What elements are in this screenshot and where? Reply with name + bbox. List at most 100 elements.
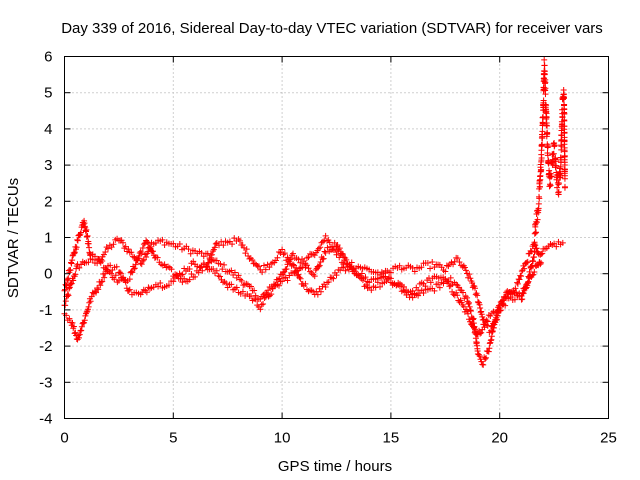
data-point <box>524 282 531 289</box>
data-point <box>363 282 370 289</box>
data-point <box>387 269 394 276</box>
data-point <box>113 263 120 270</box>
data-point <box>561 152 568 159</box>
data-point <box>531 230 538 237</box>
data-point <box>311 273 318 280</box>
data-point <box>83 226 90 233</box>
data-point <box>255 263 262 270</box>
y-tick-label: 6 <box>44 49 52 66</box>
data-point <box>533 219 540 226</box>
data-point <box>531 240 538 247</box>
data-point <box>332 247 339 254</box>
data-point <box>488 333 495 340</box>
data-point <box>539 128 546 135</box>
y-tick-label: 1 <box>44 230 52 247</box>
data-point <box>482 355 489 362</box>
data-point <box>532 229 539 236</box>
data-point <box>435 281 442 288</box>
data-point <box>453 281 460 288</box>
data-point <box>147 243 154 250</box>
data-point <box>352 268 359 275</box>
data-point <box>179 279 186 286</box>
data-point <box>116 269 123 276</box>
data-point <box>85 259 92 266</box>
data-point <box>454 255 461 262</box>
x-axis-label: GPS time / hours <box>278 458 392 475</box>
data-point <box>130 265 137 272</box>
data-point <box>527 264 534 271</box>
data-point <box>325 279 332 286</box>
data-point <box>538 155 545 162</box>
y-tick-label: -4 <box>39 411 52 428</box>
data-point <box>73 244 80 251</box>
data-point <box>68 260 75 267</box>
data-point <box>209 248 216 255</box>
data-point <box>185 246 192 253</box>
data-point <box>535 250 542 257</box>
data-point <box>561 166 568 173</box>
data-point <box>91 288 98 295</box>
data-point <box>533 229 540 236</box>
data-point <box>228 267 235 274</box>
data-point <box>186 276 193 283</box>
data-point <box>213 257 220 264</box>
x-tick-label: 15 <box>383 430 400 447</box>
data-point <box>528 248 535 255</box>
data-point <box>487 337 494 344</box>
x-tick-label: 0 <box>60 430 68 447</box>
data-point <box>542 85 549 92</box>
data-point <box>377 283 384 290</box>
data-point <box>131 265 138 272</box>
data-point <box>87 298 94 305</box>
data-point <box>342 267 349 274</box>
data-point <box>535 200 542 207</box>
data-point <box>476 353 483 360</box>
data-point <box>138 250 145 257</box>
data-point <box>551 142 558 149</box>
data-point <box>453 289 460 296</box>
data-point <box>88 293 95 300</box>
data-point <box>299 264 306 271</box>
data-point <box>289 261 296 268</box>
data-point <box>283 265 290 272</box>
data-point <box>126 286 133 293</box>
data-point <box>450 291 457 298</box>
data-point <box>161 261 168 268</box>
data-point <box>305 254 312 261</box>
data-point <box>79 320 86 327</box>
data-point <box>533 245 540 252</box>
data-point <box>199 267 206 274</box>
y-tick-label: -3 <box>39 374 52 391</box>
data-point <box>216 273 223 280</box>
data-point <box>547 182 554 189</box>
data-point <box>553 162 560 169</box>
data-point <box>374 279 381 286</box>
data-point <box>219 266 226 273</box>
data-point <box>478 311 485 318</box>
data-point <box>198 249 205 256</box>
data-point <box>418 264 425 271</box>
data-point <box>454 292 461 299</box>
data-point <box>251 287 258 294</box>
data-point <box>74 236 81 243</box>
data-point <box>549 161 556 168</box>
data-point <box>117 270 124 277</box>
data-point <box>281 250 288 257</box>
data-point <box>242 250 249 257</box>
data-point <box>307 268 314 275</box>
data-point <box>231 269 238 276</box>
data-point <box>206 256 213 263</box>
data-point <box>320 255 327 262</box>
data-point <box>132 261 139 268</box>
data-point <box>228 281 235 288</box>
data-point <box>66 315 73 322</box>
data-point <box>275 282 282 289</box>
data-points <box>61 56 568 368</box>
data-point <box>447 274 454 281</box>
data-point <box>76 334 83 341</box>
data-point <box>76 232 83 239</box>
data-point <box>537 261 544 268</box>
data-point <box>108 270 115 277</box>
data-point <box>159 236 166 243</box>
